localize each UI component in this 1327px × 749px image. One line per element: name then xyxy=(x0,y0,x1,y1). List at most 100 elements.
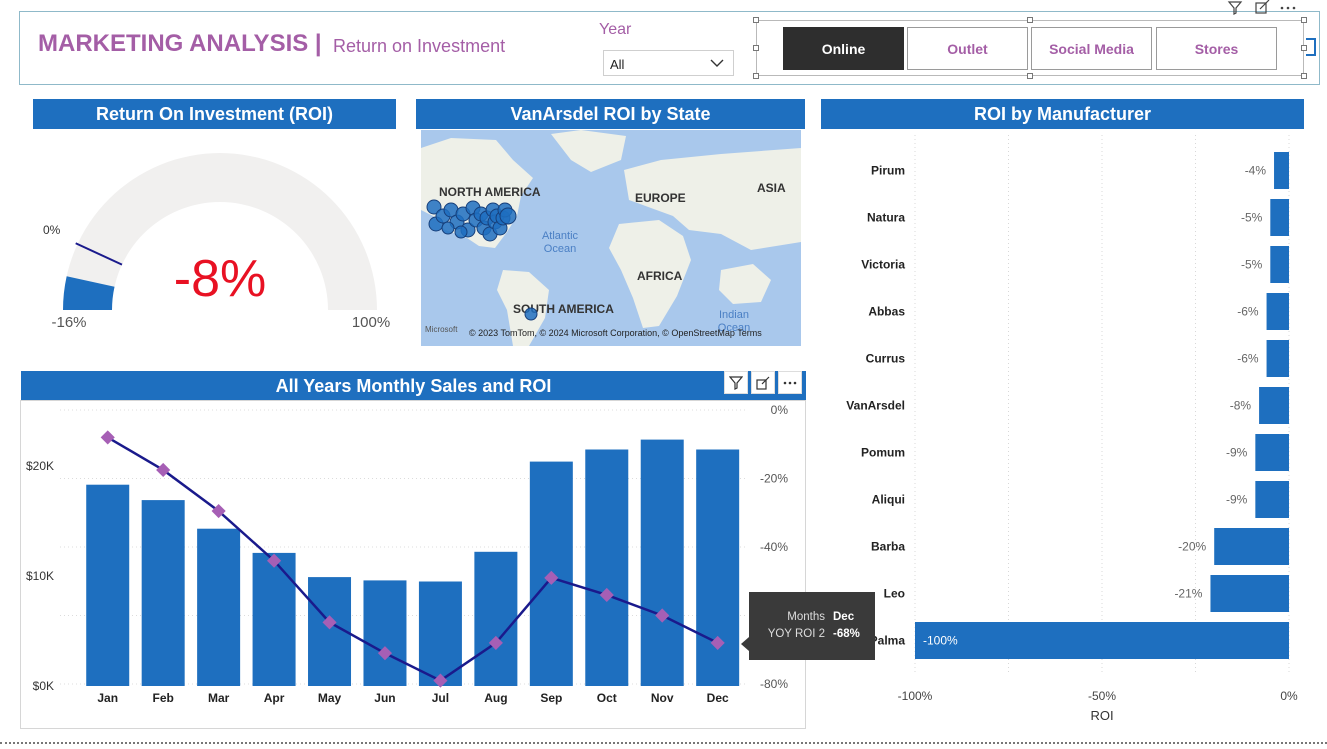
roi-line[interactable] xyxy=(107,436,719,683)
manufacturer-title-text: ROI by Manufacturer xyxy=(973,103,1152,124)
more-icon[interactable] xyxy=(1280,6,1296,10)
roi-marker[interactable] xyxy=(433,673,448,688)
month-label: Dec xyxy=(707,691,729,705)
channel-stores-button[interactable]: Stores xyxy=(1156,27,1277,70)
tooltip-key: Months xyxy=(787,611,825,623)
map-label-north-america: NORTH AMERICA xyxy=(439,185,541,199)
resize-handle[interactable] xyxy=(753,17,759,23)
gauge-value: -8% xyxy=(174,250,266,308)
manufacturer-bar[interactable] xyxy=(1214,528,1289,565)
expand-icon[interactable] xyxy=(751,371,775,394)
tooltip-key: YOY ROI 2 xyxy=(767,628,825,640)
roi-marker[interactable] xyxy=(377,646,393,661)
category-label: Natura xyxy=(867,211,905,225)
data-label: -5% xyxy=(1241,258,1263,272)
roi-marker[interactable] xyxy=(710,635,725,650)
sales-bar[interactable] xyxy=(86,484,130,686)
month-label: Jan xyxy=(97,691,118,705)
resize-handle[interactable] xyxy=(753,45,759,51)
gauge-max-label: 100% xyxy=(352,314,390,331)
roi-marker[interactable] xyxy=(156,462,171,478)
x-axis-title: ROI xyxy=(1090,708,1113,723)
resize-handle[interactable] xyxy=(1027,17,1033,23)
data-label: -9% xyxy=(1226,493,1248,507)
sales-bar[interactable] xyxy=(418,581,462,687)
sales-bar[interactable] xyxy=(252,552,296,686)
data-label: -20% xyxy=(1178,540,1206,554)
sales-bar[interactable] xyxy=(363,580,407,686)
resize-handle[interactable] xyxy=(1301,17,1307,23)
sales-bar[interactable] xyxy=(640,439,684,686)
roi-marker[interactable] xyxy=(655,608,670,623)
sales-bar[interactable] xyxy=(585,449,629,687)
map-label-atlantic: Atlantic Ocean xyxy=(541,230,579,255)
visual-toolbar xyxy=(724,371,806,395)
gauge-min-label: -16% xyxy=(51,314,86,331)
manufacturer-bar[interactable] xyxy=(1255,434,1289,471)
month-label: Feb xyxy=(153,691,174,705)
gauge-fill xyxy=(63,276,115,310)
left-tick-label: $20K xyxy=(26,459,54,473)
right-tick-label: -20% xyxy=(760,472,788,486)
filter-icon[interactable] xyxy=(1227,1,1243,15)
sales-bar[interactable] xyxy=(197,528,241,686)
filter-icon[interactable] xyxy=(724,371,748,394)
chart-tooltip: Months Dec YOY ROI 2 -68% xyxy=(741,592,875,660)
combo-title-text: All Years Monthly Sales and ROI xyxy=(275,375,552,396)
manufacturer-bar[interactable] xyxy=(1270,199,1289,236)
more-icon[interactable] xyxy=(778,371,802,394)
channel-online-button[interactable]: Online xyxy=(783,27,904,70)
roi-marker[interactable] xyxy=(599,587,614,603)
roi-marker[interactable] xyxy=(544,570,559,585)
data-label: -6% xyxy=(1237,352,1259,366)
roi-map[interactable]: NORTH AMERICA EUROPE ASIA AFRICA SOUTH A… xyxy=(421,130,801,346)
resize-handle[interactable] xyxy=(1027,73,1033,79)
map-bubble xyxy=(426,199,442,215)
channel-outlet-button[interactable]: Outlet xyxy=(907,27,1028,70)
data-label: -100% xyxy=(923,634,958,648)
month-label: Apr xyxy=(264,691,285,705)
tooltip-value: Dec xyxy=(833,611,855,623)
data-label: -4% xyxy=(1245,164,1267,178)
map-bubbles xyxy=(426,199,538,321)
category-label: Pomum xyxy=(861,446,905,460)
category-label: Abbas xyxy=(868,305,905,319)
manufacturer-bar[interactable] xyxy=(1210,575,1289,612)
resize-handle[interactable] xyxy=(1301,45,1307,51)
data-label: -21% xyxy=(1174,587,1202,601)
category-label: Victoria xyxy=(861,258,905,272)
resize-handle[interactable] xyxy=(1301,73,1307,79)
manufacturer-bar[interactable] xyxy=(1266,293,1289,330)
roi-marker[interactable] xyxy=(100,430,115,445)
map-label-indian: Indian Ocean xyxy=(717,309,751,334)
channel-social-media-button[interactable]: Social Media xyxy=(1031,27,1152,70)
overflow-edge xyxy=(1306,38,1316,56)
sales-bar[interactable] xyxy=(696,449,740,687)
tooltip-value: -68% xyxy=(833,628,860,640)
month-label: Oct xyxy=(597,691,617,705)
year-dropdown[interactable]: All xyxy=(603,50,734,76)
map-bubble xyxy=(441,221,455,235)
gauge-title: Return On Investment (ROI) xyxy=(33,99,396,129)
map-label-africa: AFRICA xyxy=(637,269,683,283)
manufacturer-bar[interactable] xyxy=(915,622,1289,659)
left-tick-label: $0K xyxy=(33,679,54,693)
manufacturer-bar[interactable] xyxy=(1255,481,1289,518)
roi-marker[interactable] xyxy=(322,615,337,630)
manufacturer-bar[interactable] xyxy=(1274,152,1289,189)
manufacturer-bar[interactable] xyxy=(1266,340,1289,377)
map-bubble xyxy=(524,307,538,321)
resize-handle[interactable] xyxy=(753,73,759,79)
map-label-asia: ASIA xyxy=(757,181,786,195)
gauge-track xyxy=(63,153,377,310)
sales-bar[interactable] xyxy=(474,551,518,686)
roi-marker[interactable] xyxy=(488,635,503,650)
manufacturer-bar[interactable] xyxy=(1270,246,1289,283)
roi-marker[interactable] xyxy=(267,553,282,568)
expand-icon[interactable] xyxy=(1255,0,1270,14)
manufacturer-bar[interactable] xyxy=(1259,387,1289,424)
map-bubble xyxy=(499,207,517,225)
combo-chart: $0K$10K$20K0%-20%-40%-60%-80%JanFebMarAp… xyxy=(26,403,788,705)
sales-bar[interactable] xyxy=(141,500,185,686)
map-bubble xyxy=(454,225,468,239)
